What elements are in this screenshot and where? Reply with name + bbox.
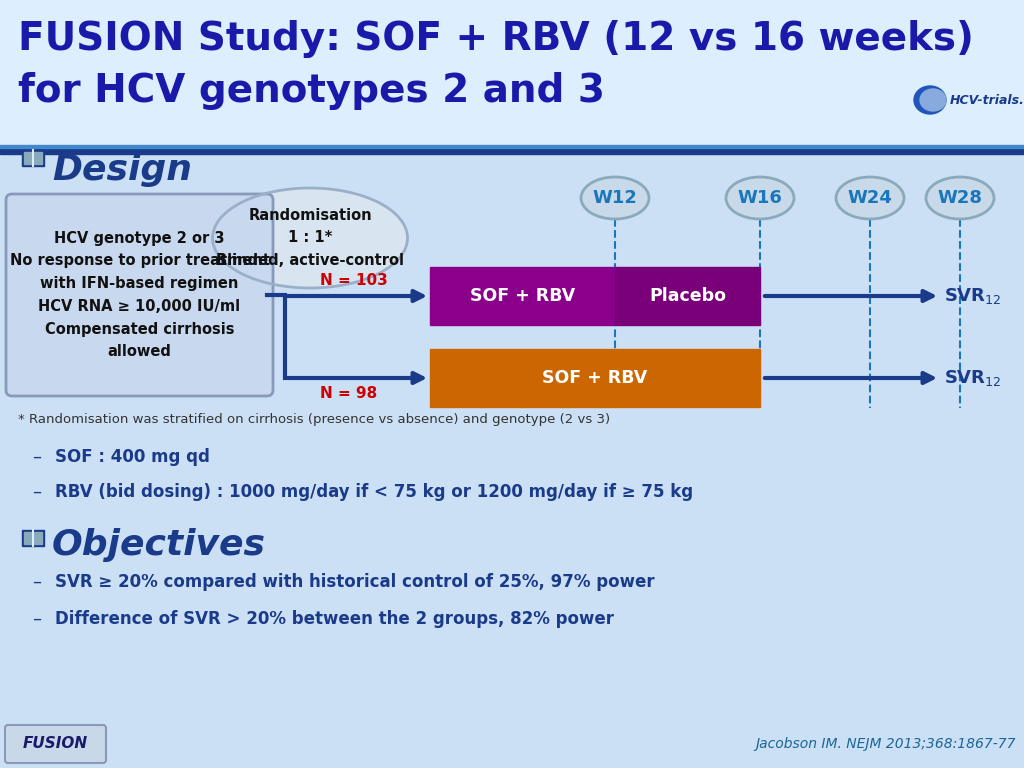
Ellipse shape — [914, 86, 946, 114]
Text: HCV-trials.com: HCV-trials.com — [950, 94, 1024, 107]
Bar — [34, 532, 42, 544]
Ellipse shape — [836, 177, 904, 219]
Ellipse shape — [213, 188, 408, 288]
FancyBboxPatch shape — [0, 0, 1024, 148]
Ellipse shape — [920, 89, 946, 111]
Text: Design: Design — [52, 153, 193, 187]
Text: –: – — [32, 573, 41, 591]
FancyBboxPatch shape — [6, 194, 273, 396]
Text: Difference of SVR > 20% between the 2 groups, 82% power: Difference of SVR > 20% between the 2 gr… — [55, 610, 614, 628]
Text: Jacobson IM. NEJM 2013;368:1867-77: Jacobson IM. NEJM 2013;368:1867-77 — [756, 737, 1016, 751]
Bar — [0, 147, 1024, 154]
Text: RBV (bid dosing) : 1000 mg/day if < 75 kg or 1200 mg/day if ≥ 75 kg: RBV (bid dosing) : 1000 mg/day if < 75 k… — [55, 483, 693, 501]
Bar — [430, 267, 615, 325]
Bar — [24, 152, 32, 164]
Text: N = 103: N = 103 — [319, 273, 388, 288]
Text: FUSION Study: SOF + RBV (12 vs 16 weeks): FUSION Study: SOF + RBV (12 vs 16 weeks) — [18, 20, 974, 58]
Text: N = 98: N = 98 — [319, 386, 377, 401]
Text: SVR ≥ 20% compared with historical control of 25%, 97% power: SVR ≥ 20% compared with historical contr… — [55, 573, 654, 591]
Text: FUSION: FUSION — [23, 737, 88, 752]
Text: for HCV genotypes 2 and 3: for HCV genotypes 2 and 3 — [18, 72, 605, 110]
Bar — [22, 530, 44, 546]
Text: W12: W12 — [593, 189, 637, 207]
Text: Randomisation
1 : 1*
Blinded, active-control: Randomisation 1 : 1* Blinded, active-con… — [216, 208, 404, 268]
Text: –: – — [32, 448, 41, 466]
Text: W28: W28 — [938, 189, 982, 207]
Text: W16: W16 — [737, 189, 782, 207]
Bar — [22, 150, 44, 166]
Text: * Randomisation was stratified on cirrhosis (presence vs absence) and genotype (: * Randomisation was stratified on cirrho… — [18, 413, 610, 426]
FancyBboxPatch shape — [5, 725, 106, 763]
Ellipse shape — [926, 177, 994, 219]
Ellipse shape — [581, 177, 649, 219]
Text: SOF + RBV: SOF + RBV — [543, 369, 647, 387]
Bar — [615, 267, 760, 325]
Text: SVR$_{12}$: SVR$_{12}$ — [944, 286, 1001, 306]
Ellipse shape — [726, 177, 794, 219]
Text: HCV genotype 2 or 3
No response to prior treatment
with IFN-based regimen
HCV RN: HCV genotype 2 or 3 No response to prior… — [9, 230, 269, 359]
Bar — [430, 349, 760, 407]
Text: Objectives: Objectives — [52, 528, 266, 562]
Bar — [24, 532, 32, 544]
Bar — [0, 145, 1024, 148]
Text: Placebo: Placebo — [649, 287, 726, 305]
Text: SOF : 400 mg qd: SOF : 400 mg qd — [55, 448, 210, 466]
Text: –: – — [32, 610, 41, 628]
Text: W24: W24 — [848, 189, 893, 207]
Bar — [34, 152, 42, 164]
Text: –: – — [32, 483, 41, 501]
Text: SOF + RBV: SOF + RBV — [470, 287, 575, 305]
Text: SVR$_{12}$: SVR$_{12}$ — [944, 368, 1001, 388]
